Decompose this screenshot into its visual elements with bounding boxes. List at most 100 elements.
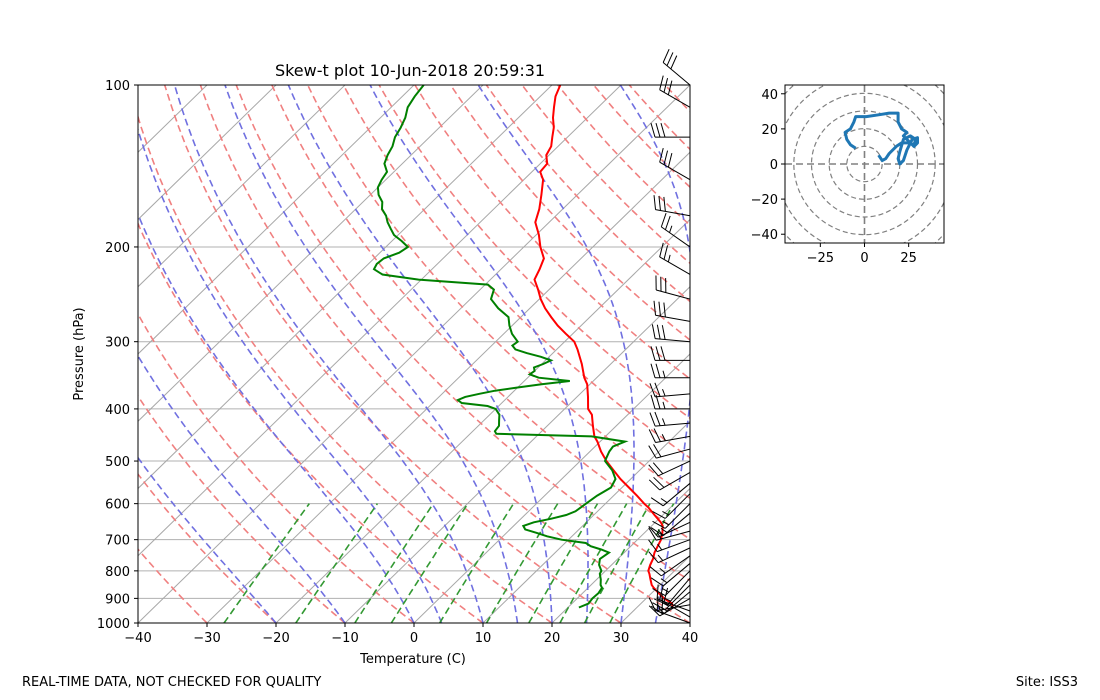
y-tick-label: 500 bbox=[105, 455, 130, 470]
wind-barb-half-flag bbox=[662, 418, 666, 426]
isotherm-line bbox=[138, 85, 415, 355]
wind-barb-staff bbox=[659, 599, 691, 618]
dry-adiabat-line bbox=[163, 85, 622, 623]
wind-barb-flag bbox=[664, 215, 671, 230]
wind-barb-flag bbox=[658, 301, 661, 317]
dry-adiabat-line bbox=[235, 85, 690, 582]
wind-barb-flag bbox=[667, 80, 673, 95]
wind-barb-flag bbox=[649, 383, 656, 398]
y-tick-label: 900 bbox=[105, 592, 130, 607]
x-tick-label: −30 bbox=[193, 631, 220, 646]
wind-barb-staff bbox=[659, 256, 691, 275]
wind-barb-flag bbox=[648, 429, 656, 443]
isotherm-line bbox=[413, 353, 690, 623]
wind-barb bbox=[650, 482, 691, 507]
moist-adiabat-line bbox=[138, 127, 443, 623]
wind-barb-staff bbox=[664, 493, 691, 519]
wind-barb-flag bbox=[660, 212, 667, 228]
hodograph-y-tick-label: 20 bbox=[761, 123, 778, 138]
x-axis-ticks: −40 −30 −20 −10 0 10 20 30 40 bbox=[124, 623, 698, 646]
wind-barb-staff bbox=[667, 577, 691, 606]
isotherm-line bbox=[138, 85, 208, 153]
wind-barb-half-flag bbox=[661, 434, 666, 441]
dry-adiabat-line bbox=[378, 85, 690, 420]
wind-barb-staff bbox=[662, 563, 691, 587]
wind-barb-flag bbox=[652, 588, 666, 597]
y-tick-label: 600 bbox=[105, 498, 130, 513]
wind-barb-flag bbox=[649, 566, 662, 577]
wind-barb-flag bbox=[648, 539, 658, 552]
wind-barb-flag bbox=[650, 363, 656, 378]
wind-barb-half-flag bbox=[669, 225, 673, 233]
wind-barb-half-flag bbox=[663, 597, 671, 602]
wind-barb-staff bbox=[655, 338, 691, 343]
wind-barb-flag bbox=[663, 245, 669, 260]
wind-barb-flag bbox=[662, 49, 670, 63]
dry-adiabat-line bbox=[772, 85, 1100, 623]
wind-barb-flag bbox=[650, 497, 664, 507]
mixing-ratio-line bbox=[609, 503, 675, 623]
wind-barb-flag bbox=[653, 428, 661, 442]
hodograph-y-ticks: −40 −20 0 20 40 bbox=[751, 88, 785, 243]
y-axis-label: Pressure (hPa) bbox=[72, 307, 87, 400]
wind-barb-flag bbox=[652, 462, 664, 475]
wind-barb bbox=[659, 147, 691, 181]
dewpoint-profile-line bbox=[372, 85, 629, 609]
hodograph-ring bbox=[793, 92, 936, 236]
dry-adiabat-line bbox=[271, 85, 690, 541]
wind-barb-staff bbox=[662, 591, 691, 615]
x-tick-label: 10 bbox=[475, 631, 492, 646]
wind-barb-flag bbox=[653, 444, 662, 458]
wind-barb-flag bbox=[655, 363, 661, 378]
wind-barb-staff bbox=[659, 472, 691, 491]
wind-barb-staff bbox=[655, 422, 691, 427]
wind-barb-half-flag bbox=[656, 532, 662, 540]
dry-adiabat-line bbox=[306, 85, 690, 500]
wind-barb-staff bbox=[658, 547, 691, 564]
mixing-ratio-line bbox=[390, 503, 469, 623]
wind-barb bbox=[660, 212, 691, 248]
mixing-ratio-line bbox=[528, 503, 599, 623]
hodograph-line bbox=[843, 111, 919, 166]
wind-barb-half-flag bbox=[662, 588, 670, 593]
wind-barb bbox=[650, 346, 690, 361]
wind-barb-half-flag bbox=[657, 529, 664, 536]
temperature-profile-line bbox=[533, 85, 674, 608]
x-tick-label: 0 bbox=[410, 631, 418, 646]
wind-barb-flag bbox=[650, 577, 664, 587]
wind-barb bbox=[659, 242, 691, 275]
isotherm-line bbox=[138, 85, 346, 288]
wind-barb-half-flag bbox=[659, 568, 666, 574]
wind-barb-flag bbox=[655, 123, 661, 138]
moist-adiabat-line bbox=[138, 456, 277, 623]
wind-barb-flag bbox=[659, 585, 664, 600]
x-tick-label: 30 bbox=[613, 631, 630, 646]
wind-barb-half-flag bbox=[660, 498, 668, 504]
wind-barb-flag bbox=[663, 302, 666, 318]
isotherm-line bbox=[344, 286, 690, 623]
wind-barb-staff bbox=[661, 555, 691, 577]
wind-barb-flag bbox=[659, 242, 664, 258]
wind-barb-flag bbox=[650, 605, 664, 615]
mixing-ratio-line bbox=[583, 503, 651, 623]
wind-barb bbox=[648, 539, 691, 553]
wind-barb-flag bbox=[648, 525, 659, 538]
x-tick-label: 40 bbox=[682, 631, 699, 646]
wind-barb bbox=[648, 460, 691, 477]
wind-barb-flag bbox=[650, 394, 656, 410]
isotherm-line bbox=[138, 85, 690, 623]
dry-adiabat-line bbox=[199, 85, 690, 623]
wind-barb-staff bbox=[655, 314, 691, 322]
wind-barb bbox=[650, 512, 691, 537]
wind-barb-staff bbox=[659, 89, 691, 108]
x-axis-label: Temperature (C) bbox=[359, 652, 466, 667]
wind-barb-flag bbox=[654, 411, 661, 426]
wind-barb bbox=[650, 363, 690, 379]
wind-barb bbox=[654, 577, 691, 606]
wind-barb-flag bbox=[653, 476, 665, 488]
moist-adiabat-line bbox=[477, 85, 635, 623]
wind-barb-staff bbox=[659, 161, 691, 181]
mixing-ratio-line bbox=[439, 503, 515, 623]
x-tick-label: −10 bbox=[331, 631, 358, 646]
